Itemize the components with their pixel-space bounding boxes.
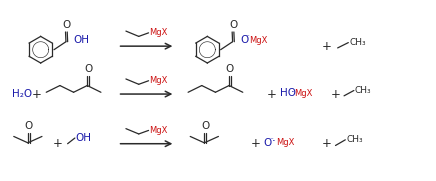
Text: O: O bbox=[229, 20, 238, 30]
Text: ·: · bbox=[291, 86, 295, 99]
Text: +: + bbox=[266, 88, 276, 101]
Text: O: O bbox=[240, 35, 249, 45]
Text: O: O bbox=[226, 64, 234, 74]
Text: HO: HO bbox=[280, 88, 296, 98]
Text: O: O bbox=[264, 138, 272, 148]
Text: CH₃: CH₃ bbox=[355, 86, 371, 95]
Text: MgX: MgX bbox=[249, 36, 267, 45]
Text: MgX: MgX bbox=[150, 126, 168, 135]
Text: H₂O: H₂O bbox=[12, 89, 32, 99]
Text: +: + bbox=[251, 137, 261, 150]
Text: MgX: MgX bbox=[150, 28, 168, 37]
Text: +: + bbox=[53, 137, 63, 150]
Text: ⁻: ⁻ bbox=[245, 35, 249, 41]
Text: CH₃: CH₃ bbox=[350, 38, 366, 47]
Text: MgX: MgX bbox=[294, 89, 313, 98]
Text: OH: OH bbox=[74, 35, 90, 45]
Text: O: O bbox=[201, 121, 209, 131]
Text: OH: OH bbox=[76, 133, 92, 143]
Text: +: + bbox=[322, 40, 332, 53]
Text: O: O bbox=[24, 121, 33, 131]
Text: +: + bbox=[31, 88, 41, 101]
Text: O: O bbox=[84, 64, 92, 74]
Text: +: + bbox=[330, 88, 341, 101]
Text: CH₃: CH₃ bbox=[346, 135, 363, 144]
Text: O: O bbox=[63, 20, 71, 30]
Text: MgX: MgX bbox=[150, 76, 168, 85]
Text: +: + bbox=[322, 137, 332, 150]
Text: MgX: MgX bbox=[276, 138, 294, 147]
Text: ·: · bbox=[271, 135, 275, 148]
Text: ⁻: ⁻ bbox=[269, 138, 273, 144]
